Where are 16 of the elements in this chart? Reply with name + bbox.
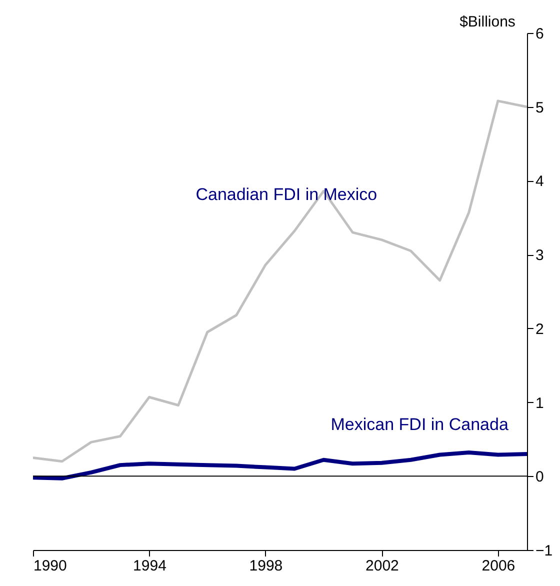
y-tick-label: 1: [536, 394, 544, 412]
y-tick-label: 2: [536, 320, 544, 338]
y-tick-label: 5: [536, 99, 544, 116]
y-tick-label: −1: [536, 542, 553, 560]
y-tick-label: 6: [536, 26, 544, 42]
x-tick-label: 1990: [34, 558, 67, 574]
y-tick-label: 0: [536, 468, 544, 486]
y-tick-label: 3: [536, 247, 544, 264]
y-tick-label: 4: [536, 173, 544, 190]
y-axis-title: $Billions: [460, 14, 516, 30]
x-tick-label: 2006: [482, 558, 516, 574]
series-label: Mexican FDI in Canada: [330, 414, 509, 434]
x-tick-label: 2002: [366, 558, 399, 574]
series-label: Canadian FDI in Mexico: [196, 185, 378, 204]
x-tick-label: 1994: [133, 558, 166, 574]
x-tick-label: 1998: [249, 558, 283, 574]
